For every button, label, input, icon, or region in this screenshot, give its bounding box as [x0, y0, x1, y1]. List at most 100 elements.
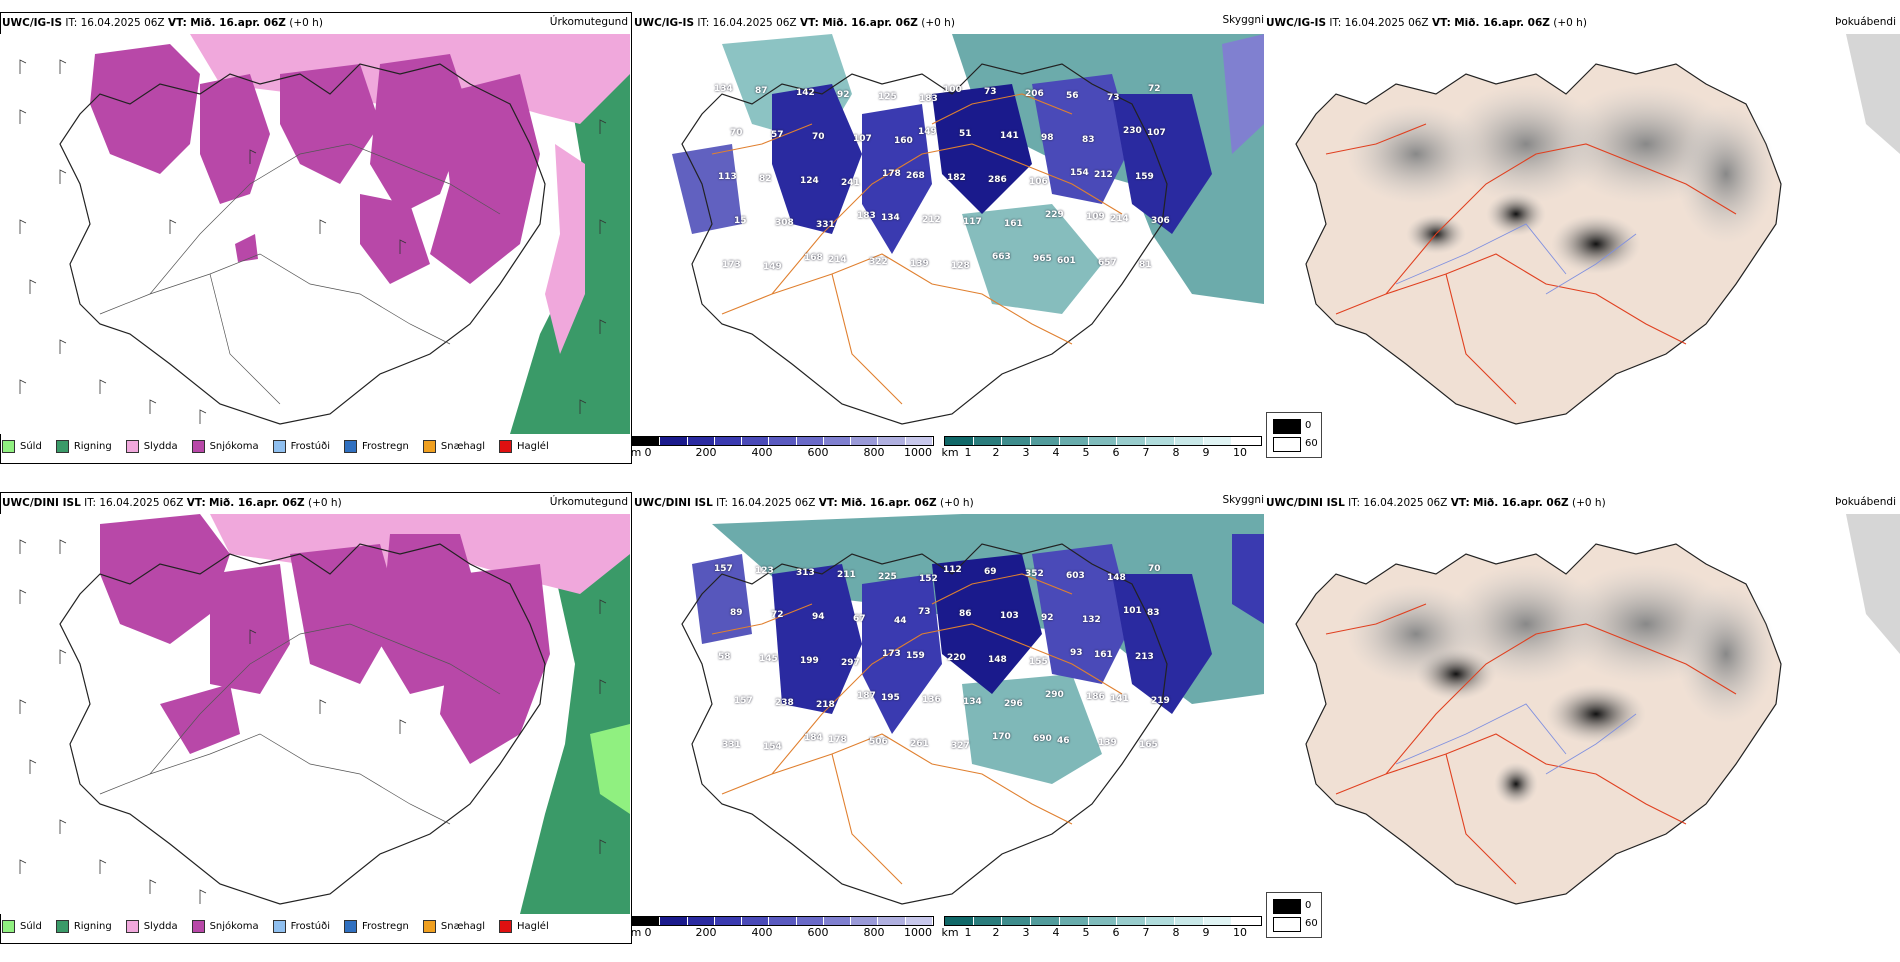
colorbar-swatch [1203, 437, 1233, 445]
model-name: UWC/DINI ISL [2, 497, 81, 509]
model-row-ig-is: UWC/IG-IS IT: 16.04.2025 06Z VT: Mið. 16… [0, 12, 1900, 482]
colorbar-tick: 800 [863, 446, 885, 459]
colorbar-swatch [945, 437, 974, 445]
fog-map [1266, 34, 1900, 432]
snow-area-north2 [280, 64, 380, 184]
colorbar-unit: km [941, 446, 959, 459]
legend-label: Frostregn [362, 441, 409, 452]
colorbar-swatch [742, 437, 770, 445]
lead-time: (+0 h) [1572, 497, 1606, 509]
colorbar-unit: m [630, 446, 642, 459]
colorbar-unit: km [941, 926, 959, 939]
colorbar-swatch [823, 437, 852, 445]
it-label: IT: [84, 497, 97, 509]
legend-label: Frostregn [362, 921, 409, 932]
colorbar-tick: 400 [751, 446, 773, 459]
colorbar-swatch [633, 437, 661, 445]
legend-swatch [2, 440, 15, 453]
legend-swatch [55, 440, 69, 453]
precip-legend: Súld Rigning Slydda Snjókoma Frostúði Fr… [2, 920, 563, 933]
fog-legend-low: 60 [1305, 438, 1318, 449]
colorbar-tick: 10 [1233, 926, 1247, 939]
legend-swatch [2, 920, 15, 933]
legend-label: Snjókoma [209, 921, 259, 932]
snow-area-north [200, 74, 270, 204]
legend-item-freezing-drizzle: Frostúði [272, 920, 330, 933]
colorbar-tick: 3 [1022, 446, 1030, 459]
colorbar-swatch [633, 917, 661, 925]
colorbar-swatch [1146, 437, 1175, 445]
colorbar-tick: 2 [992, 446, 1000, 459]
colorbar-swatch [1088, 437, 1118, 445]
colorbar-swatch [973, 437, 1003, 445]
panel-title: Þokuábendi [1835, 16, 1896, 28]
colorbar-tick: 0 [644, 446, 652, 459]
legend-swatch [344, 920, 357, 933]
legend-swatch [272, 440, 286, 453]
legend-item-rain: Rigning [55, 440, 112, 453]
legend-swatch [422, 440, 436, 453]
snow-area-east [430, 74, 540, 284]
legend-swatch [191, 440, 205, 453]
it-value: 16.04.2025 06Z [731, 497, 816, 509]
legend-item-freezing-rain: Frostregn [344, 920, 409, 933]
colorbar-labels: km 1 2 3 4 5 6 7 8 9 10 [941, 446, 1262, 460]
colorbar-tick: 600 [807, 926, 829, 939]
colorbar-swatch [687, 917, 715, 925]
visibility-map [632, 514, 1264, 912]
colorbar-swatch [1031, 917, 1060, 925]
legend-label: Frostúði [290, 441, 330, 452]
colorbar-tick: 9 [1202, 926, 1210, 939]
legend-label: Snæhagl [440, 921, 486, 932]
legend-item-rain: Rigning [55, 920, 112, 933]
colorbar-tick: 8 [1172, 926, 1180, 939]
legend-item-freezing-rain: Frostregn [344, 440, 409, 453]
legend-label: Rigning [73, 921, 112, 932]
vt-value: Mið. 16.apr. 06Z [822, 17, 918, 29]
it-value: 16.04.2025 06Z [80, 17, 165, 29]
it-value: 16.04.2025 06Z [712, 17, 797, 29]
vt-label: VT: [799, 17, 819, 29]
colorbar-tick: 6 [1112, 446, 1120, 459]
colorbar-swatch [660, 917, 688, 925]
it-label: IT: [716, 497, 729, 509]
colorbar-swatch [1059, 437, 1089, 445]
colorbar-tick: 5 [1082, 446, 1090, 459]
colorbar-tick: 4 [1052, 926, 1060, 939]
panel-header: UWC/DINI ISL IT: 16.04.2025 06Z VT: Mið.… [2, 492, 342, 514]
snow-area-westfjords [90, 44, 200, 174]
model-name: UWC/IG-IS [2, 17, 63, 29]
sleet-area-east [545, 144, 585, 354]
legend-item-drizzle: Súld [2, 920, 42, 933]
legend-swatch [499, 440, 513, 453]
colorbar-unit: m [630, 926, 642, 939]
colorbar-tick: 5 [1082, 926, 1090, 939]
legend-item-sleet: Slydda [125, 920, 178, 933]
colorbar-swatches [632, 436, 934, 446]
colorbar-swatch [905, 917, 933, 925]
colorbar-swatch [1203, 917, 1233, 925]
colorbar-swatch [796, 917, 824, 925]
colorbar-swatch [1059, 917, 1089, 925]
colorbar-swatch [660, 437, 688, 445]
wind-barbs [19, 59, 607, 424]
panel-title: Þokuábendi [1835, 496, 1896, 508]
panel-header: UWC/IG-IS IT: 16.04.2025 06Z VT: Mið. 16… [634, 12, 955, 34]
precip-type-panel: UWC/IG-IS IT: 16.04.2025 06Z VT: Mið. 16… [0, 12, 632, 464]
colorbar-tick: 8 [1172, 446, 1180, 459]
colorbar-labels: m 0 200 400 600 800 1000 [630, 446, 934, 460]
colorbar-swatch [769, 437, 797, 445]
colorbar-swatch [1146, 917, 1175, 925]
panel-title: Skyggni [1222, 14, 1265, 26]
legend-label: Frostúði [290, 921, 330, 932]
colorbar-swatch [851, 917, 879, 925]
colorbar-swatch [1174, 437, 1204, 445]
colorbar-swatch [742, 917, 770, 925]
legend-item-sleet: Slydda [125, 440, 178, 453]
legend-label: Snjókoma [209, 441, 259, 452]
precip-map [0, 514, 630, 914]
colorbar-tick: 7 [1142, 446, 1150, 459]
fog-legend-high: 0 [1305, 420, 1312, 431]
colorbar-swatch [1031, 437, 1060, 445]
colorbar-swatch [1002, 917, 1032, 925]
